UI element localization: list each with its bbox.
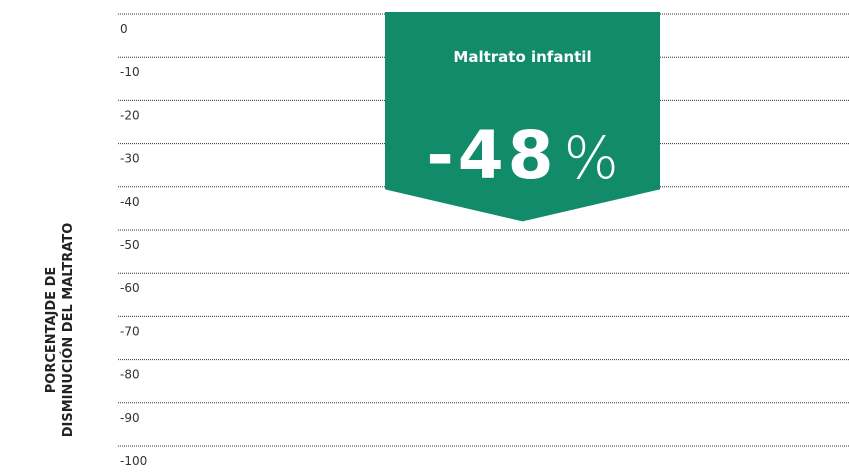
- y-axis-label: PORCENTAJDE DE DISMINUCIÓN DEL MALTRATO: [44, 223, 76, 438]
- y-tick-label: -40: [120, 195, 140, 209]
- y-axis-label-line: PORCENTAJDE DE: [44, 267, 59, 394]
- y-tick-label: 0: [120, 22, 128, 36]
- y-tick-label: -60: [120, 281, 140, 295]
- y-tick-label: -10: [120, 65, 140, 79]
- y-tick-label: -50: [120, 238, 140, 252]
- y-axis-label-line: DISMINUCIÓN DEL MALTRATO: [60, 223, 76, 438]
- callout-box: [385, 12, 660, 222]
- callout-title: Maltrato infantil: [453, 48, 591, 66]
- y-tick-label: -100: [120, 454, 147, 468]
- y-tick-label: -70: [120, 324, 140, 338]
- y-tick-label: -20: [120, 108, 140, 122]
- y-tick-label: -80: [120, 368, 140, 382]
- y-tick-label: -30: [120, 152, 140, 166]
- y-tick-label: -90: [120, 411, 140, 425]
- value-label: -48%: [426, 117, 618, 194]
